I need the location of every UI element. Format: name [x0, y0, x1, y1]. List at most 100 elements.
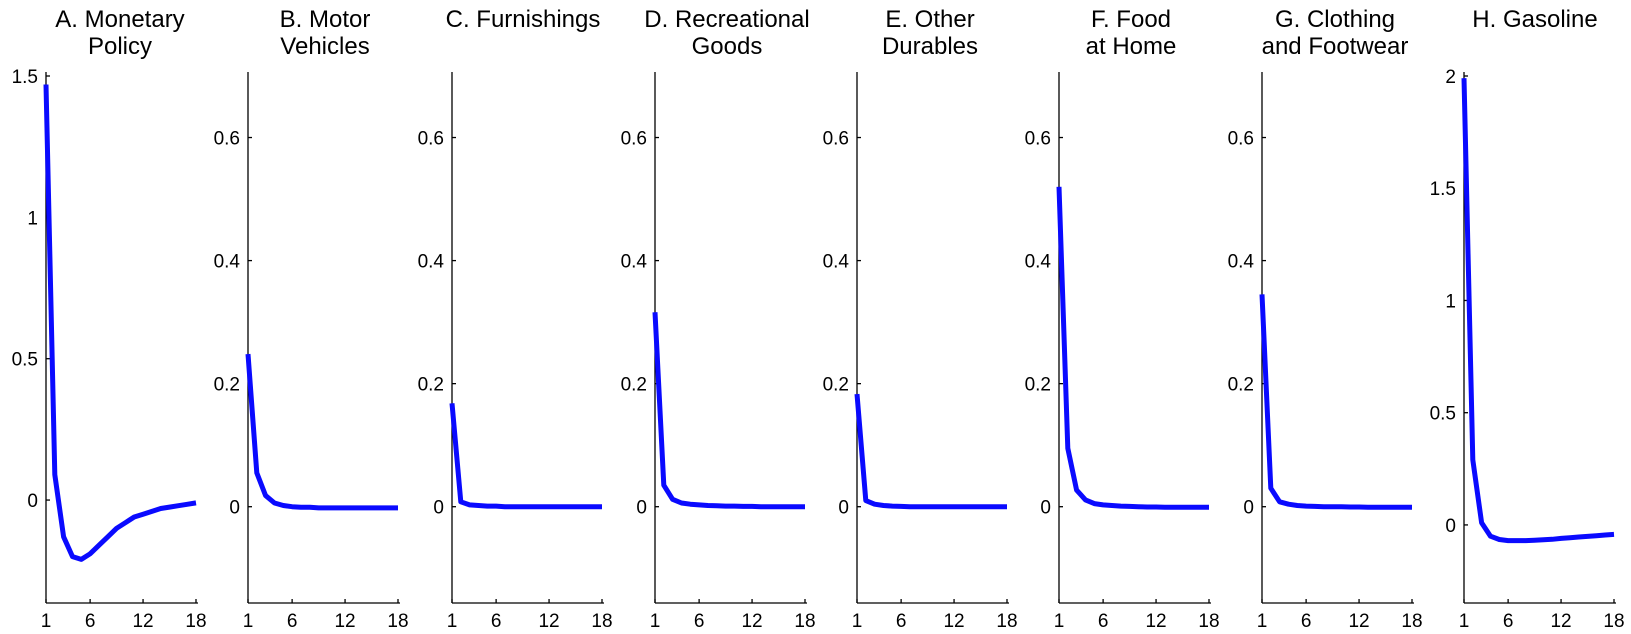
x-tick-label: 18	[794, 611, 815, 632]
x-tick-label: 1	[243, 611, 254, 632]
y-tick-label: 0.6	[214, 129, 240, 150]
x-tick-label: 6	[491, 611, 502, 632]
x-tick-label: 1	[852, 611, 863, 632]
panel-title-line: A. Monetary	[55, 6, 184, 33]
x-tick-label: 1	[1257, 611, 1268, 632]
x-tick-label: 1	[1054, 611, 1065, 632]
x-tick-label: 18	[996, 611, 1017, 632]
x-tick-label: 12	[943, 611, 964, 632]
y-tick-label: 1	[1445, 291, 1456, 312]
x-tick-label: 1	[1459, 611, 1470, 632]
x-tick-label: 12	[538, 611, 559, 632]
panel-f: F. Food at Home 0 0.2 0.4 0.6 1 6 12 18	[1025, 6, 1220, 632]
x-tick-label: 6	[896, 611, 907, 632]
panel-g: G. Clothing and Footwear 0 0.2 0.4 0.6 1 6 12 18	[1228, 6, 1423, 632]
x-tick-label: 12	[1348, 611, 1369, 632]
y-tick-label: 0.2	[823, 375, 849, 396]
y-tick-label: 0.4	[621, 252, 648, 273]
panel-title: H. Gasoline	[1472, 6, 1597, 33]
x-tick-label: 18	[1603, 611, 1624, 632]
impulse-response-line	[43, 84, 197, 562]
panel-title-line: H. Gasoline	[1472, 6, 1597, 33]
panel-title: G. Clothing and Footwear	[1262, 6, 1409, 60]
panel-title-line: D. Recreational	[644, 6, 809, 33]
y-tick-label: 0.2	[1228, 375, 1254, 396]
panel-title-line: at Home	[1086, 33, 1177, 60]
y-tick-label: 0.4	[823, 252, 850, 273]
y-tick-label: 0	[1040, 498, 1051, 519]
panel-title-line: Vehicles	[280, 33, 369, 60]
panel-title-line: C. Furnishings	[446, 6, 601, 33]
panel-title-line: G. Clothing	[1275, 6, 1395, 33]
panel-title: E. Other Durables	[882, 6, 978, 60]
y-tick-label: 0	[1243, 498, 1254, 519]
y-tick-label: 0.6	[621, 129, 647, 150]
panel-a: A. Monetary Policy 0 0.5 1 1.5 1 6 12 18	[12, 6, 207, 632]
x-tick-label: 1	[650, 611, 661, 632]
x-tick-label: 6	[1301, 611, 1312, 632]
panel-title-line: and Footwear	[1262, 33, 1409, 60]
y-tick-label: 0	[229, 498, 240, 519]
x-tick-label: 18	[387, 611, 408, 632]
y-tick-label: 0.2	[621, 375, 647, 396]
x-tick-label: 18	[185, 611, 206, 632]
panel-e: E. Other Durables 0 0.2 0.4 0.6 1 6 12 18	[823, 6, 1018, 632]
panel-title-line: E. Other	[885, 6, 974, 33]
impulse-response-line	[1259, 294, 1412, 510]
y-tick-label: 0.2	[418, 375, 444, 396]
x-tick-label: 6	[1503, 611, 1514, 632]
panel-h: H. Gasoline 0 0.5 1 1.5 2 1 6 12 18	[1430, 6, 1625, 632]
y-tick-label: 0.5	[1430, 404, 1456, 425]
impulse-response-line	[854, 393, 1007, 510]
y-tick-label: 0.6	[1025, 129, 1051, 150]
panel-title: C. Furnishings	[446, 6, 601, 33]
x-tick-label: 12	[132, 611, 153, 632]
panel-c: C. Furnishings 0 0.2 0.4 0.6 1 6 12 18	[418, 6, 613, 632]
x-tick-label: 6	[694, 611, 705, 632]
panel-title-line: Policy	[88, 33, 152, 60]
x-tick-label: 6	[1098, 611, 1109, 632]
panel-title: F. Food at Home	[1086, 6, 1177, 60]
x-tick-label: 6	[287, 611, 298, 632]
x-tick-label: 18	[1401, 611, 1422, 632]
y-tick-label: 0	[433, 498, 444, 519]
y-tick-label: 0.2	[214, 375, 240, 396]
y-tick-label: 0.6	[418, 129, 444, 150]
impulse-response-line	[245, 353, 398, 511]
impulse-response-line	[652, 312, 805, 510]
y-tick-label: 0.4	[214, 252, 241, 273]
panel-title: D. Recreational Goods	[644, 6, 809, 60]
panel-title-line: Durables	[882, 33, 978, 60]
y-tick-label: 0.4	[1025, 252, 1052, 273]
panel-b: B. Motor Vehicles 0 0.2 0.4 0.6 1 6 12 18	[214, 6, 409, 632]
x-tick-label: 12	[1550, 611, 1571, 632]
x-tick-label: 12	[334, 611, 355, 632]
x-tick-label: 18	[591, 611, 612, 632]
y-tick-label: 0.4	[1228, 252, 1255, 273]
x-tick-label: 12	[1145, 611, 1166, 632]
impulse-response-line	[449, 403, 602, 510]
x-tick-label: 1	[41, 611, 52, 632]
y-tick-label: 0	[838, 498, 849, 519]
y-tick-label: 0.6	[1228, 129, 1254, 150]
panel-title-line: F. Food	[1091, 6, 1171, 33]
panel-d: D. Recreational Goods 0 0.2 0.4 0.6 1 6 12 18	[621, 6, 816, 632]
x-tick-label: 1	[447, 611, 458, 632]
x-tick-label: 18	[1198, 611, 1219, 632]
panel-title-line: Goods	[692, 33, 763, 60]
y-tick-label: 0.6	[823, 129, 849, 150]
y-tick-label: 0.4	[418, 252, 445, 273]
y-tick-label: 0.2	[1025, 375, 1051, 396]
panel-title: A. Monetary Policy	[55, 6, 184, 60]
y-tick-label: 1.5	[1430, 179, 1456, 200]
x-tick-label: 6	[85, 611, 96, 632]
y-tick-label: 0	[27, 491, 38, 512]
panel-title: B. Motor Vehicles	[280, 6, 371, 60]
y-tick-label: 0	[636, 498, 647, 519]
y-tick-label: 1.5	[12, 67, 38, 88]
x-tick-label: 12	[741, 611, 762, 632]
impulse-response-line	[1056, 186, 1209, 510]
y-tick-label: 1	[27, 208, 38, 229]
y-tick-label: 0	[1445, 516, 1456, 537]
